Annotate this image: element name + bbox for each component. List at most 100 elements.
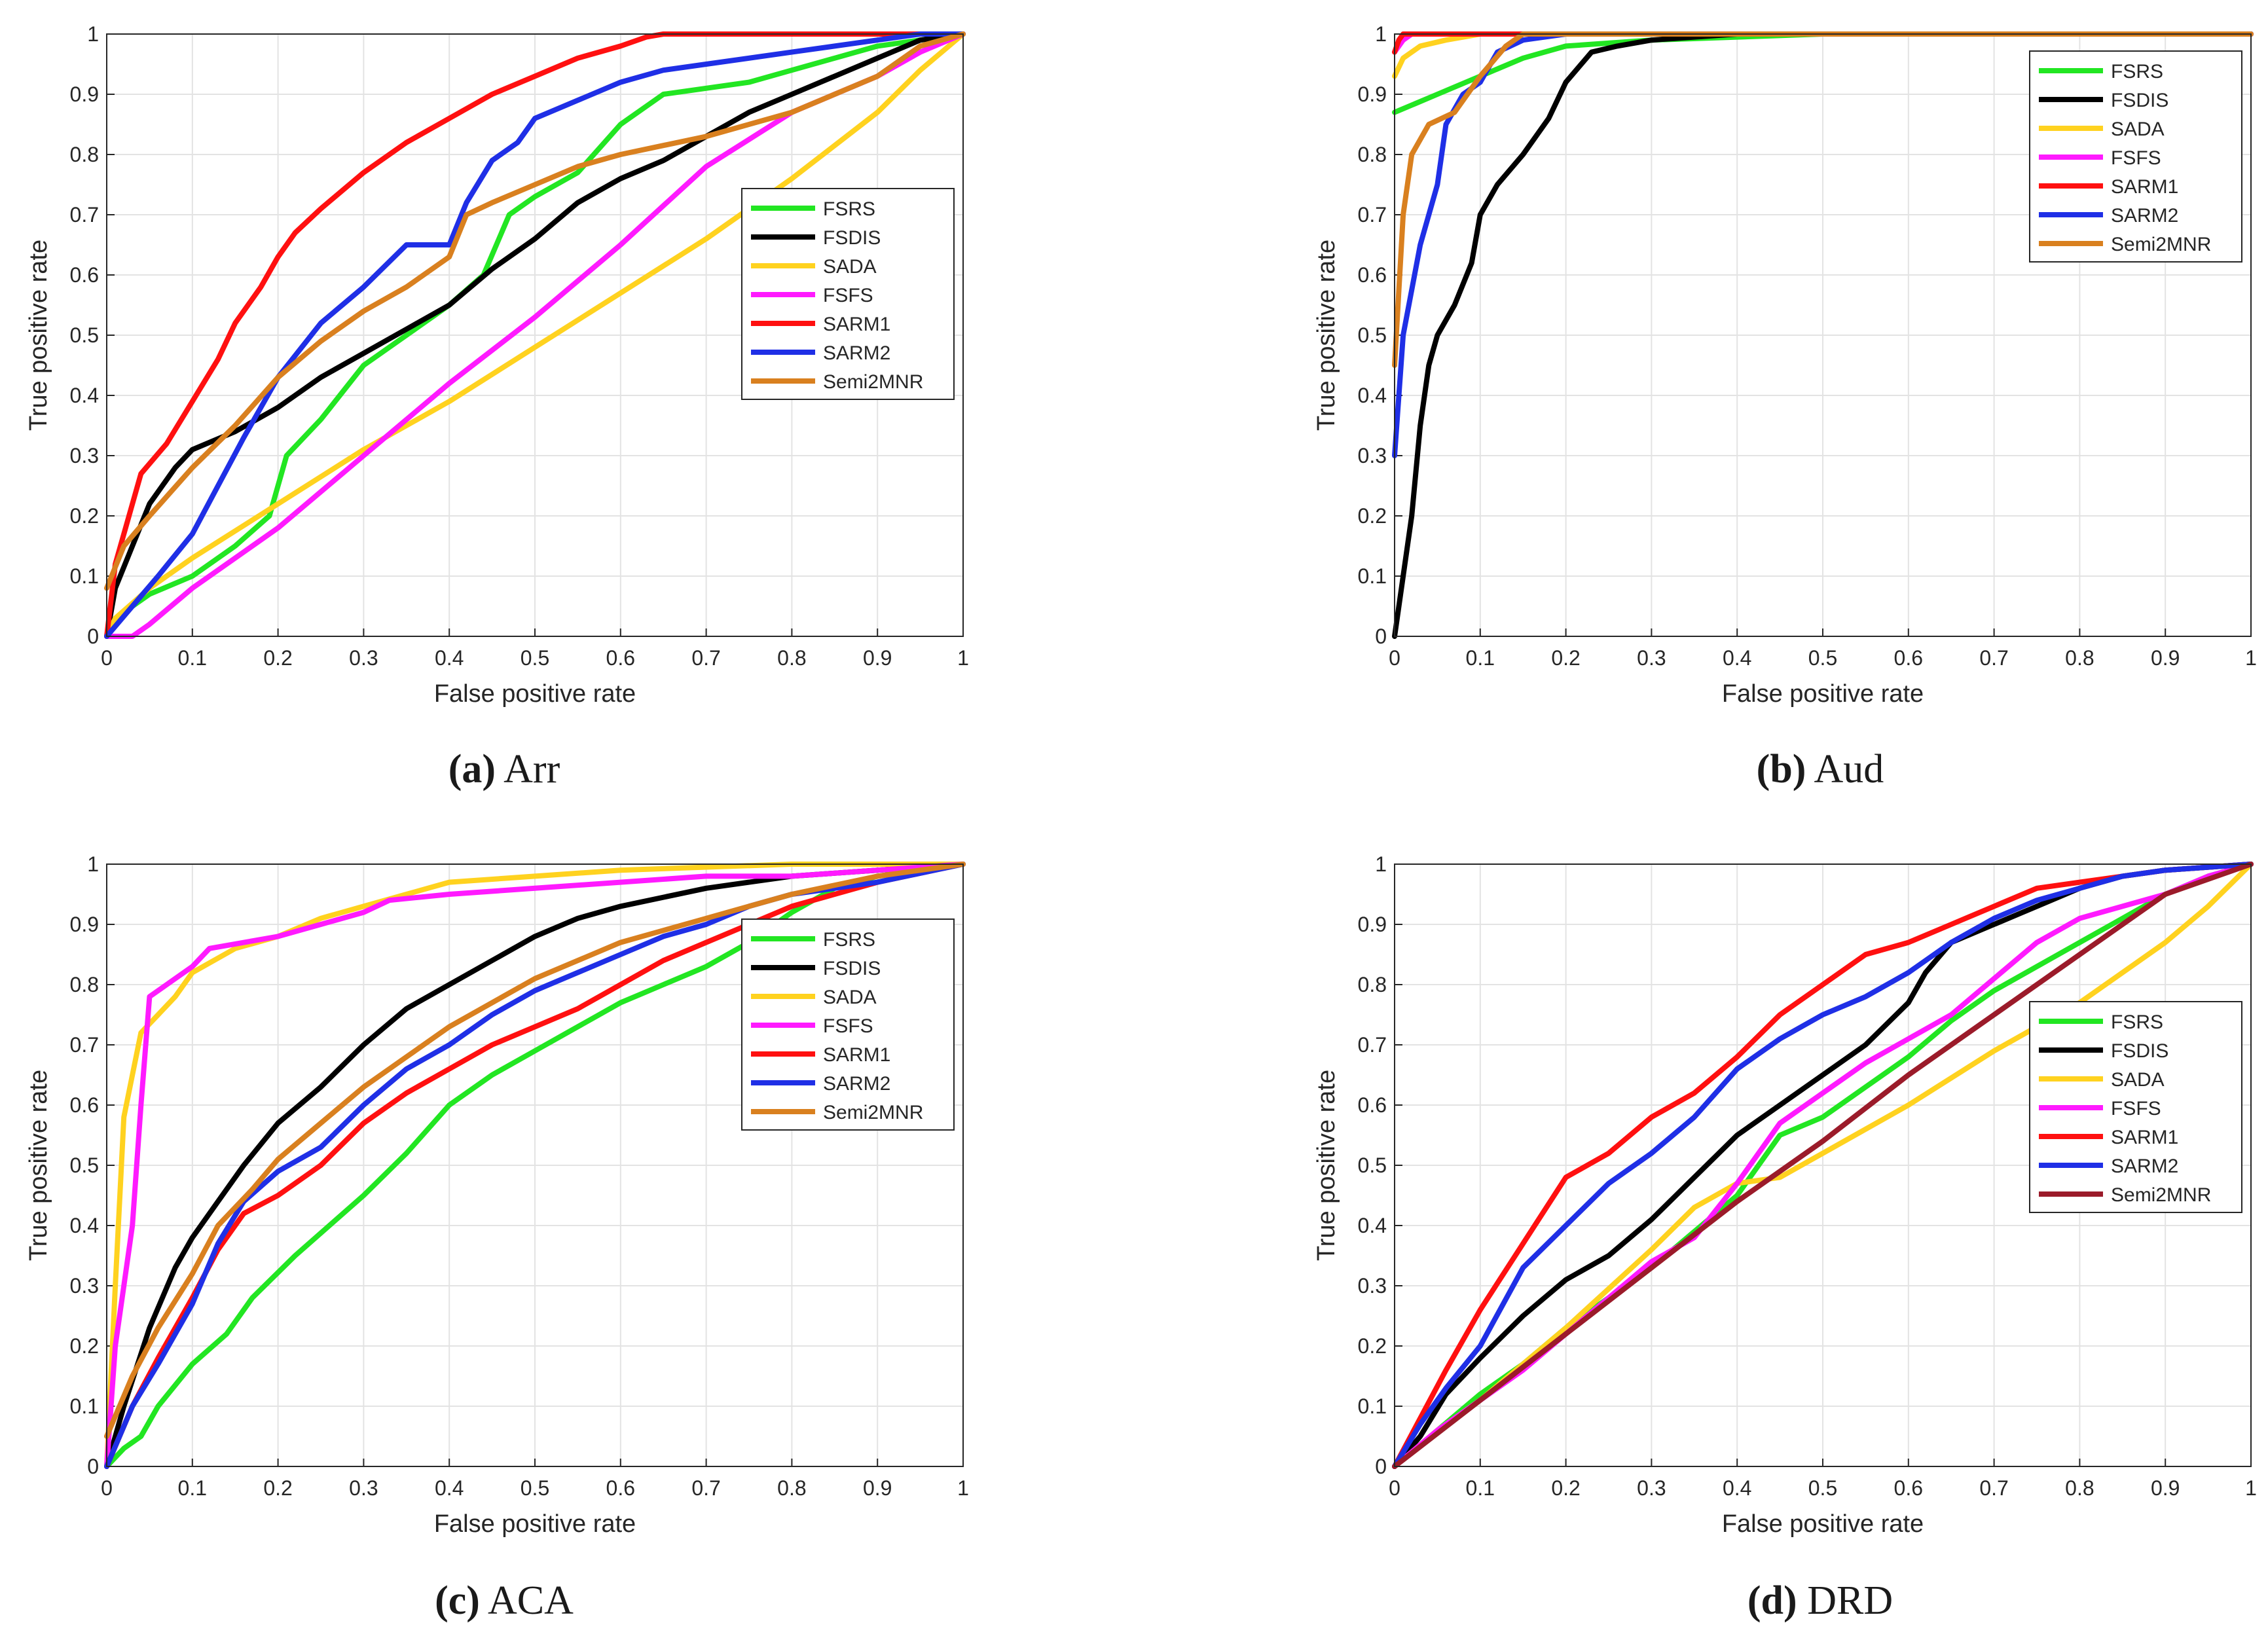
y-tick-label: 0.4	[1358, 1214, 1387, 1237]
legend-label-fsrs: FSRS	[2111, 61, 2163, 82]
caption-name: Aud	[1806, 747, 1884, 791]
x-tick-label: 0.4	[1723, 646, 1751, 670]
x-tick-label: 0.5	[1808, 1476, 1837, 1500]
series-line-semi2mnr	[104, 31, 966, 591]
series-line-fsdis	[1392, 862, 2254, 1469]
x-tick-label: 0.5	[521, 646, 549, 670]
series-line-sarm1	[1392, 862, 2254, 1469]
x-tick-label: 0.7	[691, 1476, 720, 1500]
legend-label-sarm1: SARM1	[2111, 1127, 2178, 1148]
legend-label-fsdis: FSDIS	[2111, 90, 2168, 111]
x-tick-label: 0.1	[178, 1476, 207, 1500]
y-tick-label: 0	[1375, 625, 1387, 648]
y-axis-label: True positive rate	[1313, 1070, 1340, 1261]
y-tick-label: 0.4	[70, 384, 99, 407]
x-tick-label: 0.3	[349, 1476, 378, 1500]
legend-label-semi2mnr: Semi2MNR	[2111, 1184, 2211, 1206]
axes-box	[1394, 33, 2252, 637]
x-tick-label: 1	[957, 646, 969, 670]
legend-label-semi2mnr: Semi2MNR	[823, 1102, 923, 1123]
x-tick-label: 0.2	[1551, 646, 1580, 670]
y-tick-label: 0	[87, 625, 99, 648]
caption-letter: (a)	[448, 747, 496, 791]
y-tick-label: 0.7	[70, 203, 99, 227]
roc-panel-aud: 00 0.1 0.1 0.2 0.2 0.3 0.3 0.4 0.4 0.5 0.5 0.6 0.6 0.…	[1313, 22, 2257, 791]
panel-caption: (b) Aud	[1757, 747, 1884, 791]
legend-label-fsdis: FSDIS	[823, 227, 881, 249]
series-line-fsdis	[104, 862, 966, 1469]
y-tick-label: 0.9	[70, 82, 99, 106]
x-tick-label: 1	[2245, 1476, 2257, 1500]
legend-label-fsdis: FSDIS	[2111, 1040, 2168, 1062]
legend-label-sarm1: SARM1	[2111, 176, 2178, 198]
y-tick-label: 0	[1375, 1455, 1387, 1478]
legend-label-sarm2: SARM2	[823, 1073, 890, 1095]
y-tick-label: 0.1	[1358, 1394, 1387, 1418]
x-tick-label: 0.3	[1637, 646, 1666, 670]
y-axis-label: True positive rate	[25, 1070, 52, 1261]
y-tick-label: 0.4	[70, 1214, 99, 1237]
x-tick-label: 0.2	[263, 1476, 292, 1500]
y-tick-label: 0.3	[1358, 444, 1387, 467]
y-tick-label: 0.7	[1358, 1033, 1387, 1057]
y-tick-label: 0.2	[1358, 1334, 1387, 1358]
legend-label-fsrs: FSRS	[2111, 1011, 2163, 1033]
series-lines	[104, 31, 966, 639]
roc-panel-aca: 00 0.1 0.1 0.2 0.2 0.3 0.3 0.4 0.4 0.5 0.5 0.6 0.6 0.…	[25, 852, 969, 1623]
caption-letter: (c)	[435, 1578, 480, 1623]
x-tick-label: 0.1	[1466, 1476, 1495, 1500]
x-tick-label: 0.6	[606, 1476, 635, 1500]
y-tick-label: 0.8	[1358, 973, 1387, 996]
y-tick-label: 1	[87, 22, 99, 46]
y-tick-label: 0.8	[70, 973, 99, 996]
x-tick-label: 0.1	[1466, 646, 1495, 670]
series-line-semi2mnr	[1392, 862, 2254, 1469]
series-lines	[1392, 862, 2254, 1469]
x-tick-label: 0	[101, 1476, 113, 1500]
x-tick-label: 0	[101, 646, 113, 670]
y-tick-label: 0.8	[1358, 143, 1387, 166]
y-tick-label: 0.2	[70, 1334, 99, 1358]
legend-label-sarm1: SARM1	[823, 314, 890, 335]
y-tick-label: 0.9	[1358, 82, 1387, 106]
series-line-semi2mnr	[104, 862, 966, 1439]
y-tick-label: 0.3	[70, 444, 99, 467]
legend-label-sarm2: SARM2	[2111, 1155, 2178, 1177]
y-tick-label: 0.3	[1358, 1274, 1387, 1298]
x-tick-label: 0.9	[2151, 646, 2180, 670]
caption-name: ACA	[480, 1578, 574, 1623]
series-lines	[104, 862, 966, 1469]
y-tick-label: 0.7	[1358, 203, 1387, 227]
caption-name: Arr	[496, 747, 560, 791]
x-tick-label: 0.5	[1808, 646, 1837, 670]
series-line-sada	[104, 862, 966, 1469]
series-line-fsdis	[1392, 31, 2254, 639]
legend-label-sada: SADA	[2111, 1069, 2165, 1091]
x-tick-label: 1	[957, 1476, 969, 1500]
y-tick-label: 0.2	[70, 504, 99, 528]
legend-label-fsrs: FSRS	[823, 929, 875, 951]
legend-label-sarm2: SARM2	[2111, 205, 2178, 227]
series-line-sarm2	[104, 31, 966, 639]
x-tick-label: 0.3	[1637, 1476, 1666, 1500]
x-tick-label: 0.6	[606, 646, 635, 670]
panel-caption: (c) ACA	[435, 1578, 574, 1623]
legend-label-sarm1: SARM1	[823, 1044, 890, 1066]
caption-letter: (b)	[1757, 747, 1806, 791]
y-tick-label: 0.1	[70, 564, 99, 588]
y-tick-label: 0.7	[70, 1033, 99, 1057]
caption-name: DRD	[1797, 1578, 1893, 1623]
legend-label-semi2mnr: Semi2MNR	[823, 371, 923, 393]
legend-label-fsrs: FSRS	[823, 198, 875, 220]
legend-label-fsfs: FSFS	[2111, 147, 2161, 169]
x-tick-label: 0.8	[777, 646, 806, 670]
x-tick-label: 0	[1389, 646, 1400, 670]
x-tick-label: 0.4	[435, 1476, 464, 1500]
x-axis-label: False positive rate	[1722, 1510, 1924, 1538]
x-tick-label: 0.3	[349, 646, 378, 670]
legend: FSRS FSDIS SADA FSFS SARM1 SARM2 Semi2MNR	[741, 188, 955, 400]
y-tick-label: 0.6	[1358, 1093, 1387, 1117]
series-line-fsdis	[104, 31, 966, 639]
axes-box	[106, 863, 964, 1467]
x-tick-label: 1	[2245, 646, 2257, 670]
